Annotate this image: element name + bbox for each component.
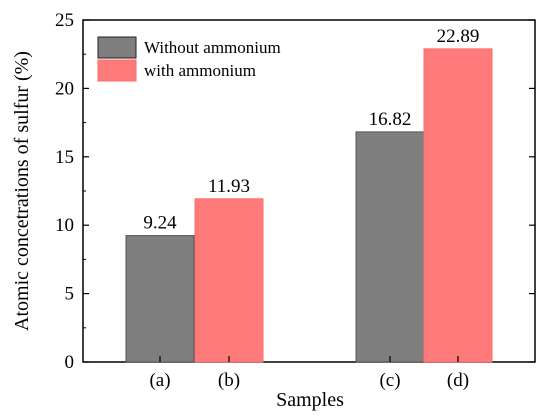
y-tick-label: 25 xyxy=(55,10,74,31)
y-axis-title: Atomic concetrations of sulfur (%) xyxy=(11,51,33,331)
y-axis: 0 5 10 15 20 25 xyxy=(55,10,535,373)
y-tick-label: 20 xyxy=(55,78,74,99)
bar-a xyxy=(125,235,195,363)
y-tick-label: 0 xyxy=(65,352,75,373)
bars-group xyxy=(125,48,493,363)
y-tick-label: 10 xyxy=(55,215,74,236)
legend-swatch-with-ammonium xyxy=(97,59,137,82)
legend-label-without-ammonium: Without ammonium xyxy=(144,38,281,57)
x-axis: (a) (b) (c) (d) xyxy=(149,356,469,391)
x-axis-title: Samples xyxy=(276,389,344,411)
x-tick-label: (b) xyxy=(218,370,240,391)
x-tick-label: (d) xyxy=(447,370,469,391)
bar-b xyxy=(194,198,264,363)
x-tick-label: (c) xyxy=(379,370,400,391)
data-label-c: 16.82 xyxy=(369,109,412,130)
data-label-a: 9.24 xyxy=(143,213,177,234)
legend-swatch-without-ammonium xyxy=(97,36,137,59)
data-label-d: 22.89 xyxy=(437,26,480,47)
bar-d xyxy=(423,48,493,363)
y-tick-label: 15 xyxy=(55,147,74,168)
data-labels-group: 9.24 11.93 16.82 22.89 xyxy=(143,26,479,234)
legend: Without ammonium with ammonium xyxy=(97,36,281,82)
y-tick-label: 5 xyxy=(65,284,75,305)
data-label-b: 11.93 xyxy=(208,176,250,197)
bar-c xyxy=(355,131,425,363)
x-tick-label: (a) xyxy=(149,370,170,391)
legend-label-with-ammonium: with ammonium xyxy=(144,61,256,80)
